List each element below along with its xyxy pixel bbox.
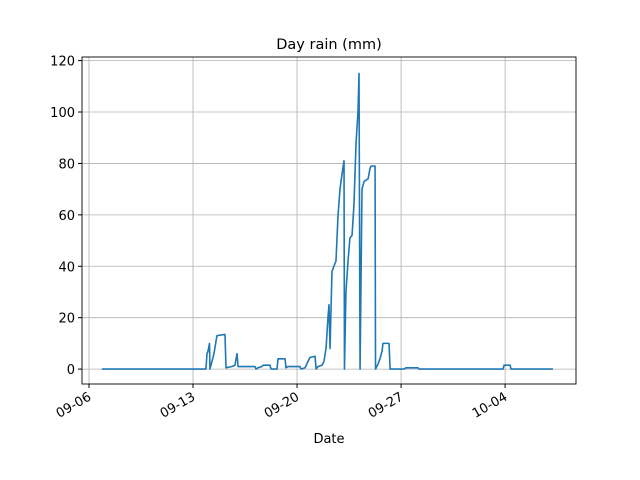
y-tick-label: 60 (58, 209, 75, 224)
plot-frame (81, 56, 577, 385)
x-tick-label: 09-06 (54, 390, 94, 422)
x-tick-label: 10-04 (470, 390, 510, 422)
y-tick-label: 20 (58, 312, 75, 327)
x-axis-label: Date (313, 432, 344, 447)
x-tick-label: 09-13 (158, 390, 198, 422)
chart-title: Day rain (mm) (276, 37, 381, 53)
y-tick-label: 0 (67, 363, 75, 378)
x-tick-label: 09-27 (366, 390, 406, 422)
y-tick-label: 80 (58, 157, 75, 172)
data-line (101, 72, 553, 370)
y-tick-label: 120 (50, 55, 75, 70)
x-tick-label: 09-20 (262, 390, 302, 422)
y-tick-label: 40 (58, 260, 75, 275)
y-tick-label: 100 (50, 106, 75, 121)
